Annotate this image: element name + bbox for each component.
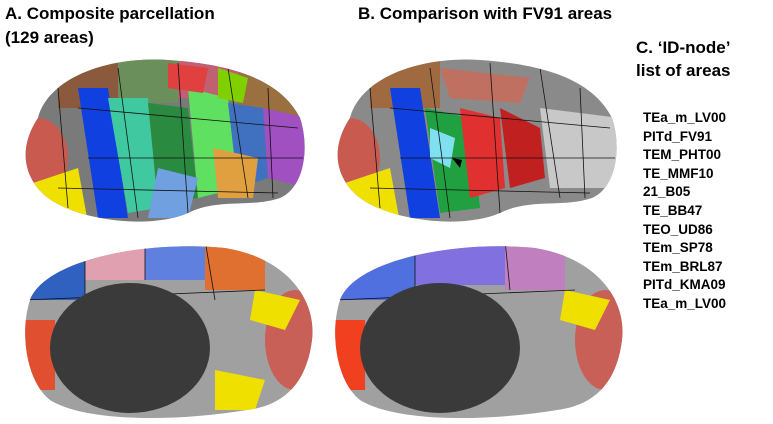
lateral-brain-a — [8, 48, 308, 223]
area-item: PITd_FV91 — [643, 129, 712, 144]
figure: A. Composite parcellation (129 areas) B.… — [0, 0, 773, 424]
area-item: TEM_PHT00 — [643, 147, 721, 162]
area-item: TE_MMF10 — [643, 166, 714, 181]
area-item: TEO_UD86 — [643, 222, 713, 237]
panel-b-title: B. Comparison with FV91 areas — [358, 4, 612, 24]
area-item: TEa_m_LV00 — [643, 110, 726, 125]
lateral-brain-b — [320, 48, 620, 223]
area-item: TEm_BRL87 — [643, 259, 723, 274]
area-item: TEa_m_LV00 — [643, 296, 726, 311]
medial-brain-b — [335, 240, 635, 418]
area-item: 21_B05 — [643, 184, 690, 199]
panel-c-subtitle: list of areas — [636, 61, 731, 81]
panel-a-subtitle: (129 areas) — [5, 28, 94, 48]
area-item: PITd_KMA09 — [643, 277, 726, 292]
area-item: TEm_SP78 — [643, 240, 713, 255]
panel-a-title: A. Composite parcellation — [5, 4, 215, 24]
medial-brain-a — [25, 240, 325, 418]
panel-c-title: C. ‘ID-node’ — [636, 38, 730, 58]
area-item: TE_BB47 — [643, 203, 702, 218]
